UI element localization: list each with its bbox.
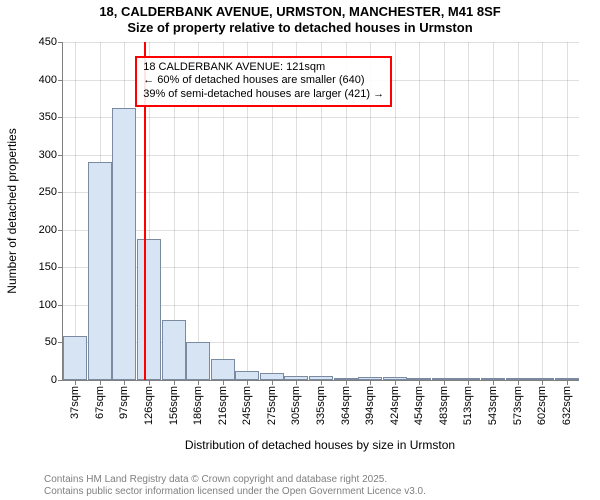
xtick-mark <box>346 380 347 385</box>
x-axis-label: Distribution of detached houses by size … <box>185 438 455 452</box>
xtick-mark <box>272 380 273 385</box>
xtick-label: 602sqm <box>536 386 548 425</box>
ytick-label: 100 <box>39 299 57 311</box>
xtick-mark <box>223 380 224 385</box>
ytick-label: 0 <box>51 374 57 386</box>
footer-attribution: Contains HM Land Registry data © Crown c… <box>0 474 426 498</box>
ytick-label: 350 <box>39 111 57 123</box>
xtick-mark <box>124 380 125 385</box>
footer-line1: Contains HM Land Registry data © Crown c… <box>44 474 426 486</box>
histogram-bar <box>260 373 284 381</box>
xtick-mark <box>542 380 543 385</box>
gridline-vertical <box>542 42 543 380</box>
xtick-mark <box>395 380 396 385</box>
gridline-vertical <box>468 42 469 380</box>
histogram-bar <box>137 239 161 380</box>
chart-title-line2: Size of property relative to detached ho… <box>0 20 600 35</box>
ytick-mark <box>58 380 63 381</box>
ytick-mark <box>58 192 63 193</box>
ytick-mark <box>58 155 63 156</box>
plot-area: 05010015020025030035040045037sqm67sqm97s… <box>62 42 579 381</box>
xtick-label: 483sqm <box>438 386 450 425</box>
xtick-label: 424sqm <box>389 386 401 425</box>
xtick-mark <box>149 380 150 385</box>
ytick-label: 300 <box>39 149 57 161</box>
annotation-line: 39% of semi-detached houses are larger (… <box>143 88 384 102</box>
xtick-mark <box>198 380 199 385</box>
chart-title-block: 18, CALDERBANK AVENUE, URMSTON, MANCHEST… <box>0 0 600 35</box>
histogram-bar <box>186 342 210 380</box>
ytick-label: 400 <box>39 74 57 86</box>
ytick-label: 250 <box>39 186 57 198</box>
xtick-label: 245sqm <box>241 386 253 425</box>
ytick-mark <box>58 117 63 118</box>
xtick-label: 394sqm <box>364 386 376 425</box>
xtick-label: 335sqm <box>315 386 327 425</box>
xtick-label: 67sqm <box>94 386 106 419</box>
gridline-vertical <box>395 42 396 380</box>
chart-title-line1: 18, CALDERBANK AVENUE, URMSTON, MANCHEST… <box>0 4 600 19</box>
xtick-mark <box>567 380 568 385</box>
xtick-label: 454sqm <box>413 386 425 425</box>
xtick-mark <box>174 380 175 385</box>
xtick-mark <box>100 380 101 385</box>
ytick-mark <box>58 305 63 306</box>
xtick-mark <box>419 380 420 385</box>
histogram-bar <box>112 108 136 380</box>
xtick-mark <box>518 380 519 385</box>
xtick-mark <box>370 380 371 385</box>
xtick-mark <box>247 380 248 385</box>
annotation-box: 18 CALDERBANK AVENUE: 121sqm← 60% of det… <box>135 56 392 107</box>
xtick-label: 37sqm <box>69 386 81 419</box>
xtick-label: 543sqm <box>487 386 499 425</box>
xtick-label: 573sqm <box>512 386 524 425</box>
histogram-bar <box>63 336 87 380</box>
gridline-vertical <box>75 42 76 380</box>
footer-line2: Contains public sector information licen… <box>44 486 426 498</box>
xtick-label: 186sqm <box>192 386 204 425</box>
xtick-label: 156sqm <box>168 386 180 425</box>
ytick-mark <box>58 42 63 43</box>
gridline-vertical <box>419 42 420 380</box>
xtick-mark <box>444 380 445 385</box>
ytick-label: 200 <box>39 224 57 236</box>
annotation-line: 18 CALDERBANK AVENUE: 121sqm <box>143 61 384 75</box>
ytick-mark <box>58 267 63 268</box>
xtick-label: 275sqm <box>266 386 278 425</box>
ytick-label: 150 <box>39 261 57 273</box>
annotation-line: ← 60% of detached houses are smaller (64… <box>143 74 384 88</box>
xtick-mark <box>296 380 297 385</box>
gridline-vertical <box>444 42 445 380</box>
xtick-label: 126sqm <box>143 386 155 425</box>
ytick-mark <box>58 230 63 231</box>
y-axis-label: Number of detached properties <box>5 128 19 293</box>
xtick-label: 305sqm <box>290 386 302 425</box>
xtick-mark <box>75 380 76 385</box>
histogram-bar <box>162 320 186 380</box>
xtick-label: 513sqm <box>462 386 474 425</box>
xtick-mark <box>321 380 322 385</box>
histogram-bar <box>235 371 259 380</box>
xtick-label: 364sqm <box>340 386 352 425</box>
xtick-mark <box>468 380 469 385</box>
xtick-label: 97sqm <box>118 386 130 419</box>
gridline-vertical <box>518 42 519 380</box>
xtick-label: 632sqm <box>561 386 573 425</box>
ytick-mark <box>58 80 63 81</box>
ytick-label: 50 <box>45 336 57 348</box>
xtick-mark <box>493 380 494 385</box>
histogram-bar <box>211 359 235 380</box>
gridline-vertical <box>567 42 568 380</box>
ytick-label: 450 <box>39 36 57 48</box>
histogram-bar <box>88 162 112 380</box>
xtick-label: 216sqm <box>217 386 229 425</box>
gridline-vertical <box>493 42 494 380</box>
